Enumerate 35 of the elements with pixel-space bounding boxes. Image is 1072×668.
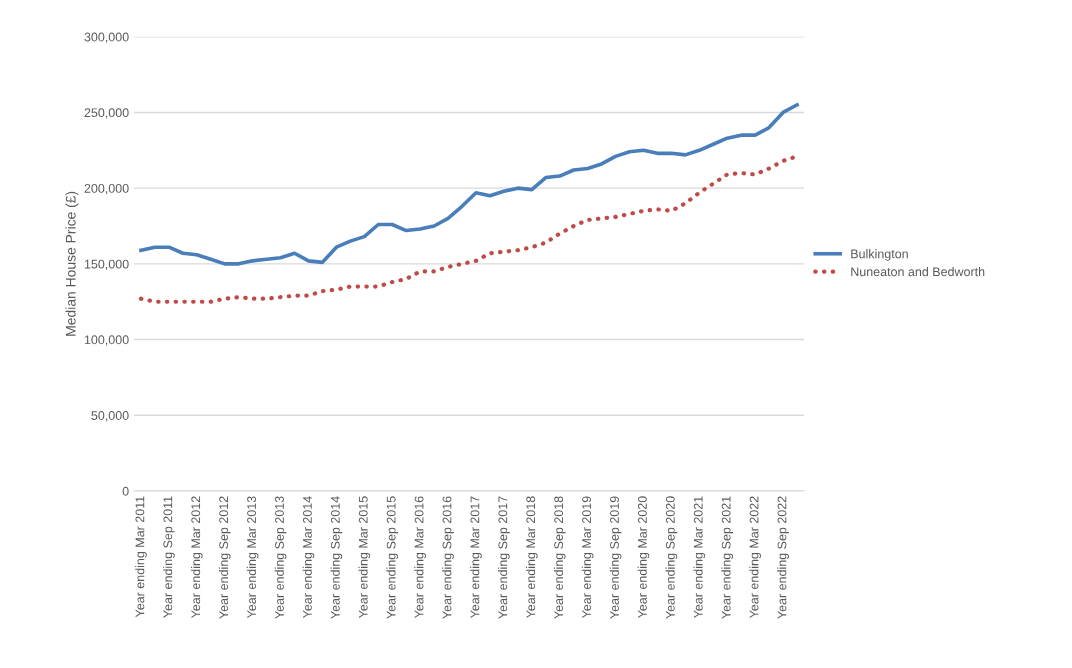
x-tick-label: Year ending Mar 2022 (749, 496, 761, 619)
x-tick-label: Year ending Mar 2014 (302, 496, 315, 619)
line-series (139, 103, 799, 266)
x-tick-label: Year ending Sep 2014 (330, 496, 343, 619)
y-tick-label: 250,000 (84, 108, 129, 119)
x-tick-label: Year ending Sep 2016 (442, 496, 454, 619)
y-tick-label: 150,000 (84, 259, 129, 270)
x-tick-label: Year ending Mar 2015 (358, 496, 371, 619)
legend-label: Bulkington (851, 249, 908, 261)
x-tick-label: Year ending Sep 2020 (665, 496, 678, 619)
y-tick-label: 100,000 (84, 335, 129, 346)
x-tick-label: Year ending Mar 2013 (246, 496, 259, 619)
x-tick-label: Year ending Sep 2015 (386, 496, 399, 619)
y-axis-title: Median House Price (£) (65, 191, 79, 336)
x-tick-label: Year ending Sep 2022 (777, 496, 789, 619)
x-tick-label: Year ending Sep 2011 (163, 496, 175, 618)
x-tick-label: Year ending Sep 2012 (218, 496, 231, 619)
x-tick-label: Year ending Mar 2018 (525, 496, 538, 619)
x-tick-label: Year ending Mar 2021 (693, 496, 706, 619)
legend-label: Nuneaton and Bedworth (851, 266, 985, 277)
x-tick-label: Year ending Sep 2021 (721, 496, 734, 619)
x-tick-label: Year ending Sep 2013 (274, 496, 287, 619)
y-tick-label: 300,000 (84, 32, 129, 43)
x-tick-label: Year ending Mar 2016 (414, 496, 426, 619)
y-tick-label: 50,000 (91, 411, 129, 422)
y-tick-label: 0 (122, 486, 129, 496)
x-tick-label: Year ending Sep 2018 (553, 496, 566, 619)
x-tick-label: Year ending Mar 2017 (470, 496, 482, 619)
x-tick-label: Year ending Mar 2020 (637, 496, 650, 619)
x-tick-label: Year ending Sep 2017 (498, 496, 510, 619)
x-tick-label: Year ending Sep 2019 (609, 496, 622, 619)
y-tick-label: 200,000 (84, 183, 129, 195)
x-tick-label: Year ending Mar 2012 (190, 496, 203, 619)
x-tick-label: Year ending Mar 2011 (135, 496, 147, 618)
x-tick-label: Year ending Mar 2019 (581, 496, 594, 619)
